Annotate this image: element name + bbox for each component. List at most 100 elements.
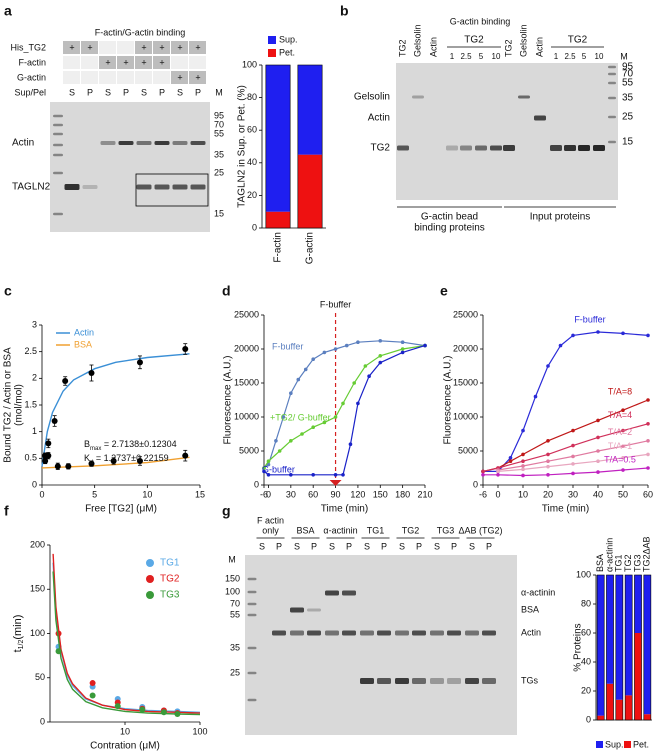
lane-label: TG2 [397, 39, 407, 57]
gel-band [154, 141, 170, 145]
series-line [263, 345, 426, 469]
data-point [596, 435, 600, 440]
group-label: TG2 [464, 35, 484, 46]
data-point [65, 463, 72, 470]
data-point [596, 459, 600, 464]
fit-curve [52, 571, 201, 716]
x-tick-label: 30 [568, 489, 578, 499]
x-tick-label: 10 [518, 489, 528, 499]
lane-label: S [329, 541, 335, 551]
gel-band [395, 630, 409, 636]
category-label: TG1 [614, 554, 624, 572]
gel-band [190, 141, 206, 145]
band-label: α-actinin [521, 587, 555, 597]
data-point [45, 440, 52, 447]
band-label: TGs [521, 675, 538, 685]
category-label: G-actin [305, 232, 316, 264]
row-label: G-actin [17, 72, 46, 82]
data-point [481, 473, 485, 477]
gel-band [53, 153, 63, 157]
gel-band [564, 145, 576, 151]
series-label: T/A=0.5 [604, 454, 636, 464]
legend-label: Sup. [605, 739, 624, 749]
lane-label: 5 [479, 52, 484, 61]
data-point [508, 459, 513, 464]
data-point [311, 473, 315, 477]
table-mark: + [87, 42, 92, 52]
gel-band [190, 184, 206, 190]
table-mark: + [177, 42, 182, 52]
marker-size: 70 [622, 69, 634, 80]
y-tick-label: 40 [581, 656, 591, 666]
gel-band [412, 678, 426, 684]
data-point [571, 454, 575, 459]
gel-band [360, 678, 374, 684]
data-point [546, 452, 550, 457]
data-point [571, 462, 575, 466]
data-point [182, 346, 189, 352]
data-point [571, 471, 575, 476]
table-mark: + [159, 42, 164, 52]
y-tick-label: 0 [473, 479, 478, 489]
row-label: His_TG2 [10, 42, 46, 52]
lane-label: 1 [450, 52, 455, 61]
band-label: Actin [12, 138, 34, 149]
gel-band [325, 590, 339, 596]
gel-band [608, 140, 616, 144]
table-cell [135, 71, 152, 84]
data-point [646, 398, 650, 402]
table-cell [189, 56, 206, 69]
marker-size: 70 [214, 119, 224, 129]
y-tick-label: 1.5 [24, 399, 37, 409]
group-label: TG1 [367, 525, 385, 535]
x-tick-label: -6 [260, 489, 268, 499]
table-cell [171, 71, 188, 84]
table-mark: + [177, 72, 182, 82]
data-point [508, 456, 513, 460]
y-tick-label: 80 [247, 92, 257, 102]
panel-label: f [4, 503, 9, 519]
annotation-subscript: d [90, 460, 93, 466]
bar-segment [297, 154, 323, 228]
data-point [311, 425, 315, 430]
table-cell [153, 41, 170, 54]
gel [50, 102, 210, 232]
table-cell [99, 71, 116, 84]
x-axis-label: Free [TG2] (μM) [85, 504, 157, 515]
band-label: TAGLN2 [12, 182, 51, 193]
gel-title: F-actin/G-actin binding [95, 27, 186, 37]
gel-band [430, 630, 444, 636]
table-cell [135, 56, 152, 69]
data-point [136, 458, 143, 464]
table-cell [153, 86, 170, 99]
table-mark: + [141, 42, 146, 52]
bar-segment [597, 715, 605, 720]
panel-label: g [222, 503, 231, 519]
bar-segment [265, 65, 291, 212]
marker-size: 55 [230, 609, 240, 619]
table-cell [135, 86, 152, 99]
table-cell [63, 56, 80, 69]
lane-label: P [346, 541, 352, 551]
section-label: binding proteins [414, 223, 485, 234]
gel-band [446, 145, 458, 151]
bar-segment [643, 714, 651, 720]
legend-label: TG1 [160, 558, 180, 569]
y-axis-label: TAGLN2 in Sup. or Pet. (%) [237, 85, 248, 208]
gel-band [490, 145, 502, 151]
y-tick-label: 25000 [453, 309, 478, 319]
y-tick-label: 80 [581, 598, 591, 608]
bar-outline [643, 574, 652, 721]
row-label: Sup/Pel [14, 87, 46, 97]
marker-size: 55 [214, 128, 224, 138]
data-point [341, 473, 345, 477]
category-label: BSA [595, 554, 605, 572]
x-tick-label: 0 [495, 489, 500, 499]
lane-label: 10 [492, 52, 501, 61]
y-tick-label: 25000 [234, 309, 259, 319]
y-tick-label: 20000 [453, 343, 478, 353]
table-mark: + [195, 72, 200, 82]
category-label: F-actin [273, 232, 284, 263]
data-point [521, 473, 525, 478]
data-point [378, 354, 383, 358]
